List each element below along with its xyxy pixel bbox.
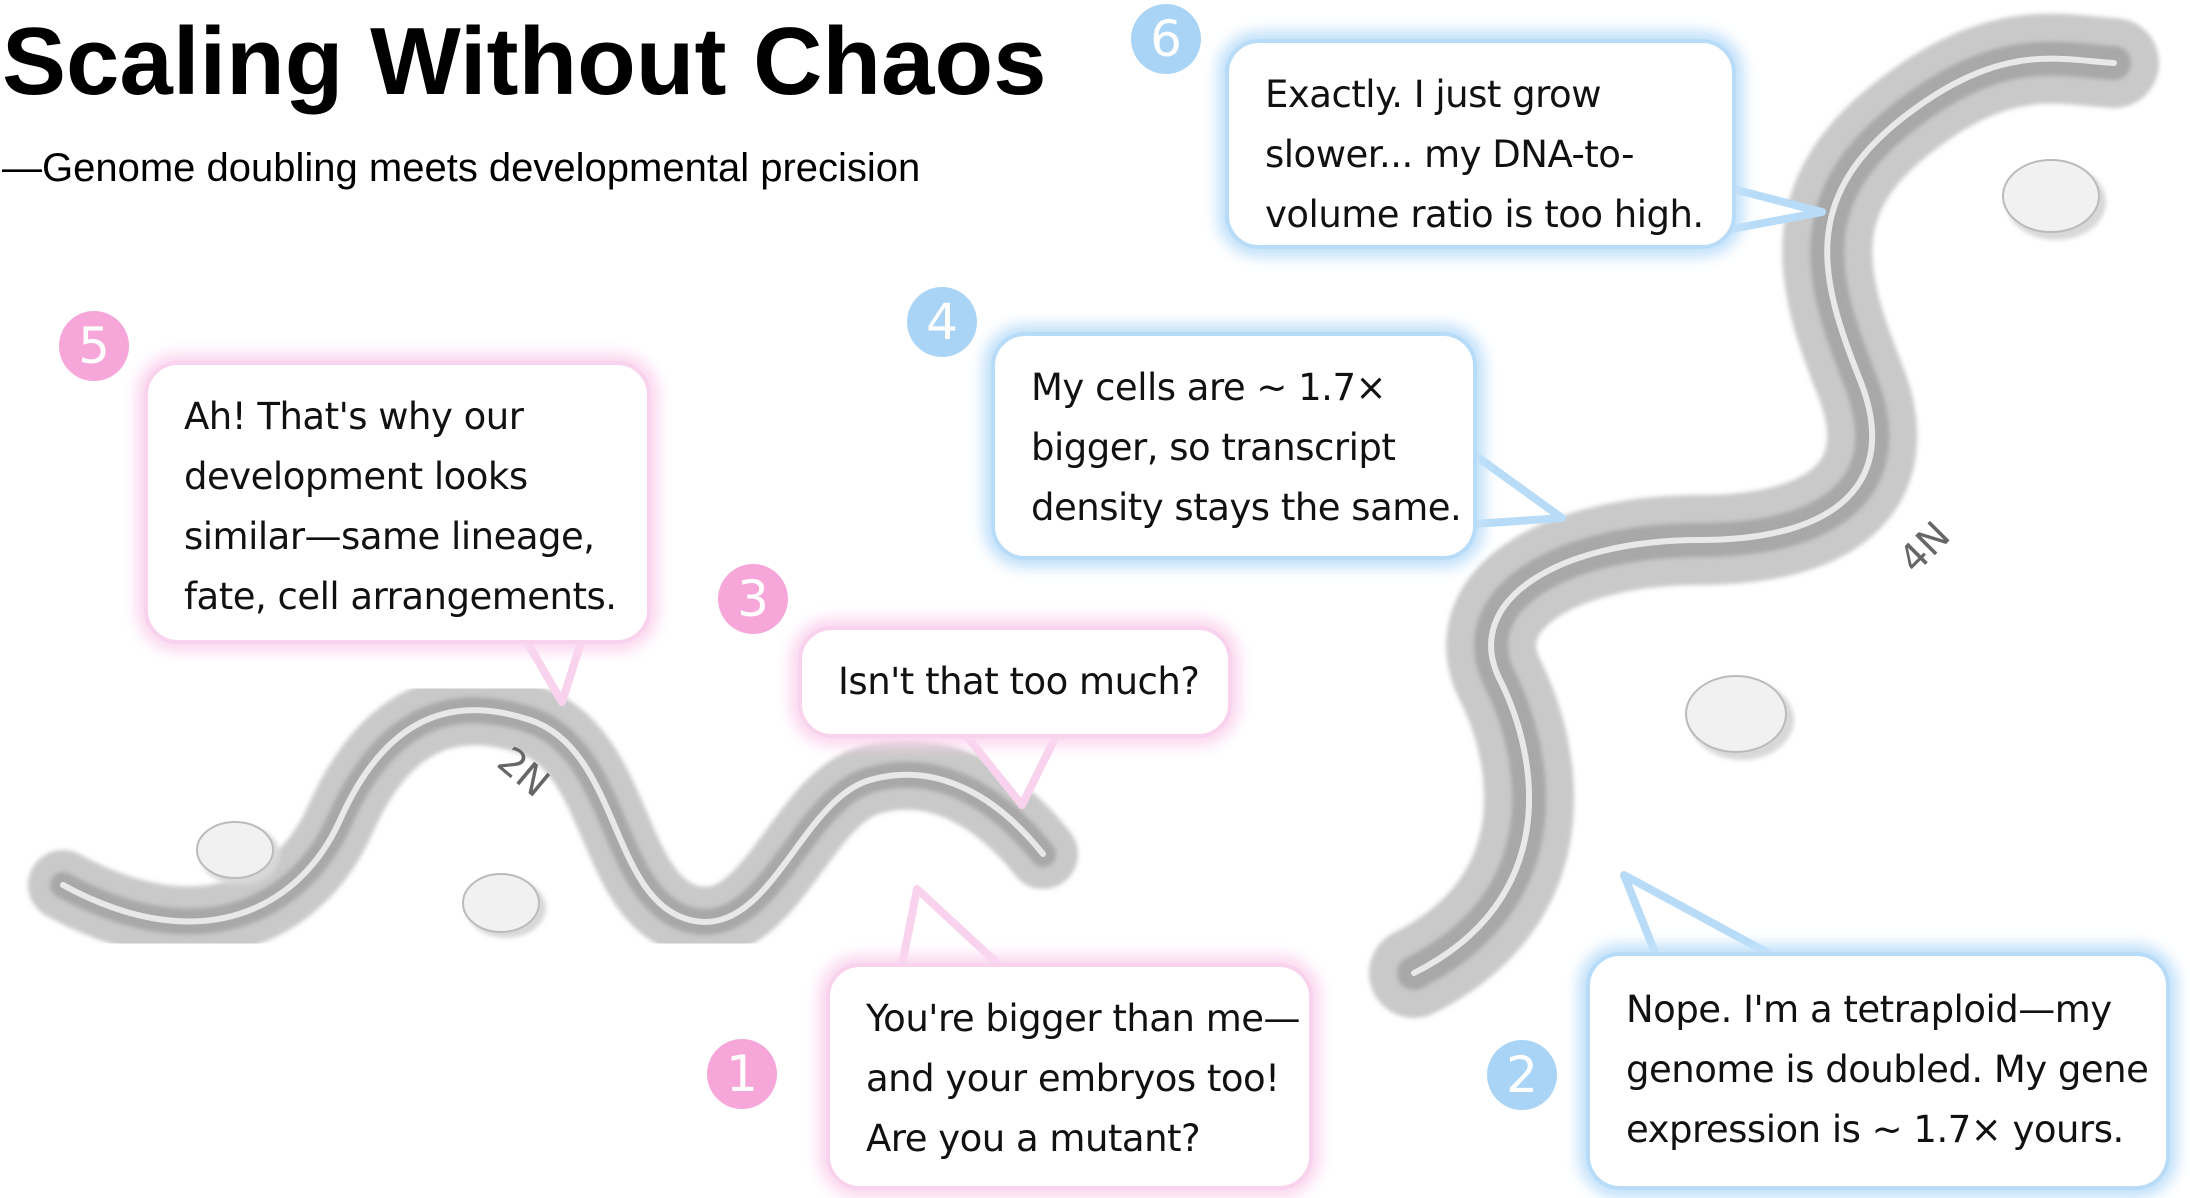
bubble-line: My cells are ~ 1.7× [1031,366,1387,409]
egg [462,873,540,933]
bubble-line: volume ratio is too high. [1265,193,1704,236]
bubble-line: Are you a mutant? [866,1117,1201,1160]
bubble-line: bigger, so transcript [1031,426,1396,469]
speech-bubble-2: Nope. I'm a tetraploid—my genome is doub… [1586,952,2170,1190]
step-badge-4: 4 [907,287,977,357]
egg [1685,675,1787,753]
page-subtitle: —Genome doubling meets developmental pre… [2,146,921,190]
speech-bubble-1: You're bigger than me— and your embryos … [826,963,1313,1190]
bubble-line: development looks [184,455,528,498]
bubble-line: Ah! That's why our [184,395,524,438]
bubble-line: expression is ~ 1.7× yours. [1626,1108,2124,1151]
page-title: Scaling Without Chaos [2,8,1047,115]
bubble-line: slower... my DNA-to- [1265,133,1634,176]
worm-label-4n: 4N [1890,513,1958,581]
step-badge-3: 3 [718,564,788,634]
bubble-line: and your embryos too! [866,1057,1280,1100]
bubble-line: Isn't that too much? [838,660,1200,703]
step-badge-5: 5 [59,311,129,381]
step-badge-2: 2 [1487,1040,1557,1110]
egg [196,821,274,879]
bubble-line: You're bigger than me— [866,997,1301,1040]
step-badge-1: 1 [707,1039,777,1109]
egg [2002,159,2100,233]
bubble-line: density stays the same. [1031,486,1462,529]
bubble-line: similar—same lineage, [184,515,595,558]
worm-2n: 2N [28,675,1078,957]
bubble-line: Exactly. I just grow [1265,73,1601,116]
speech-bubble-4: My cells are ~ 1.7× bigger, so transcrip… [991,332,1477,560]
speech-bubble-5: Ah! That's why our development looks sim… [144,361,651,644]
eggs [196,159,2106,938]
speech-bubble-3: Isn't that too much? [798,626,1232,738]
bubble-line: fate, cell arrangements. [184,575,617,618]
bubble-line: genome is doubled. My gene [1626,1048,2149,1091]
step-badge-6: 6 [1131,4,1201,74]
bubble-line: Nope. I'm a tetraploid—my [1626,988,2112,1031]
speech-bubble-6: Exactly. I just grow slower... my DNA-to… [1225,39,1736,249]
